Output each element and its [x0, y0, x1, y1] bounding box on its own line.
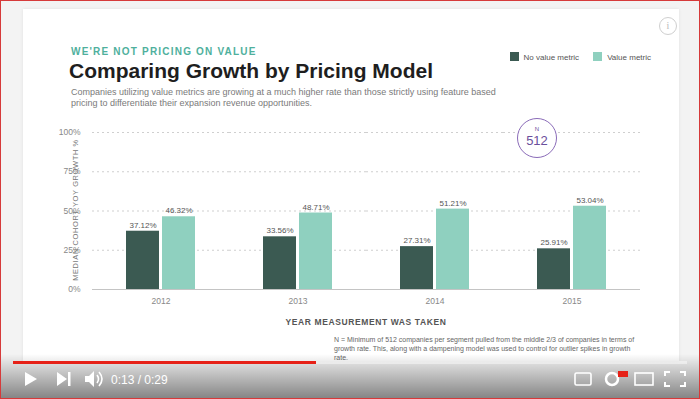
svg-text:33.56%: 33.56%: [266, 226, 293, 235]
html-text:Comparing Growth by Pricing Mo: Comparing Growth by Pricing Model: [69, 59, 433, 82]
html-text:YEAR MEASUREMENT WAS TAKEN: YEAR MEASUREMENT WAS TAKEN: [285, 317, 447, 327]
html-text:Value metric: Value metric: [607, 53, 651, 62]
svg-text:2015: 2015: [563, 296, 582, 306]
svg-text:25.91%: 25.91%: [540, 238, 567, 247]
svg-text:2013: 2013: [289, 296, 308, 306]
svg-text:27.31%: 27.31%: [403, 236, 430, 245]
html-text:N = Minimum of 512 companies p: N = Minimum of 512 companies per segment…: [334, 336, 635, 361]
svg-text:37.12%: 37.12%: [129, 221, 156, 230]
html-text:No value metric: No value metric: [523, 53, 580, 62]
svg-text:48.71%: 48.71%: [302, 203, 329, 212]
html-text:0:13 / 0:29: 0:13 / 0:29: [111, 373, 168, 387]
html-text:512: 512: [526, 133, 548, 148]
html-text:WE'RE NOT PRICING ON VALUE: WE'RE NOT PRICING ON VALUE: [71, 46, 257, 57]
html-text:i: i: [666, 20, 670, 31]
svg-text:2014: 2014: [426, 296, 445, 306]
svg-text:2012: 2012: [152, 296, 171, 306]
svg-text:0%: 0%: [68, 284, 81, 294]
svg-text:100%: 100%: [59, 127, 81, 137]
svg-text:46.32%: 46.32%: [165, 206, 192, 215]
html-text:N: N: [534, 126, 540, 132]
html-text:MEDIAN COHORT YOY GROWTH %: MEDIAN COHORT YOY GROWTH %: [70, 139, 80, 281]
svg-text:51.21%: 51.21%: [439, 199, 466, 208]
html-text:Companies utilizing value metr: Companies utilizing value metrics are gr…: [71, 87, 496, 108]
svg-text:53.04%: 53.04%: [576, 196, 603, 205]
